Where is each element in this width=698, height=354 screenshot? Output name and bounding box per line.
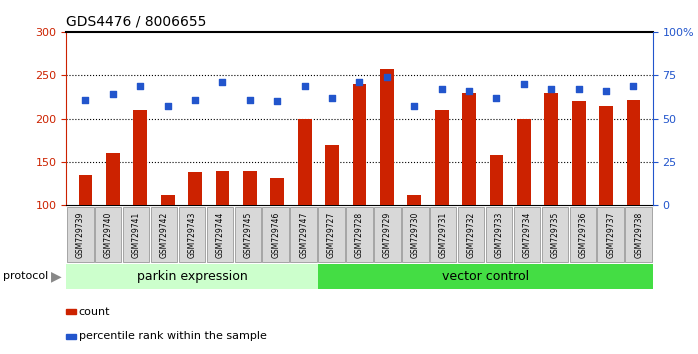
Text: GSM729738: GSM729738 <box>634 211 643 258</box>
Point <box>107 91 119 97</box>
Point <box>244 97 255 102</box>
Point <box>600 88 611 94</box>
Point <box>573 86 584 92</box>
Text: GSM729742: GSM729742 <box>160 211 168 258</box>
Point <box>354 79 365 85</box>
Text: GSM729745: GSM729745 <box>244 211 252 258</box>
Point <box>463 88 475 94</box>
Bar <box>133 110 147 205</box>
Text: parkin expression: parkin expression <box>137 270 247 282</box>
Bar <box>572 101 586 205</box>
Bar <box>106 153 120 205</box>
Bar <box>462 93 476 205</box>
Text: count: count <box>79 307 110 316</box>
Text: GSM729730: GSM729730 <box>411 211 419 258</box>
Point <box>327 95 338 101</box>
Text: GSM729731: GSM729731 <box>439 211 447 258</box>
Text: GSM729734: GSM729734 <box>523 211 531 258</box>
Point <box>299 83 310 88</box>
Bar <box>517 119 530 205</box>
Bar <box>544 93 558 205</box>
Bar <box>599 105 613 205</box>
Bar <box>489 155 503 205</box>
Text: GSM729737: GSM729737 <box>607 211 615 258</box>
Point <box>135 83 146 88</box>
Text: vector control: vector control <box>442 270 528 282</box>
Text: GSM729736: GSM729736 <box>579 211 587 258</box>
Bar <box>408 195 421 205</box>
Point <box>162 104 173 109</box>
Text: GSM729740: GSM729740 <box>104 211 112 258</box>
Point <box>436 86 447 92</box>
Point <box>381 74 392 80</box>
Text: GSM729746: GSM729746 <box>272 211 280 258</box>
Text: GSM729743: GSM729743 <box>188 211 196 258</box>
Point <box>409 104 420 109</box>
Text: GSM729728: GSM729728 <box>355 211 364 258</box>
Text: GDS4476 / 8006655: GDS4476 / 8006655 <box>66 14 207 28</box>
Text: GSM729733: GSM729733 <box>495 211 503 258</box>
Point <box>519 81 530 87</box>
Text: GSM729729: GSM729729 <box>383 211 392 258</box>
Text: GSM729727: GSM729727 <box>327 211 336 258</box>
Bar <box>435 110 449 205</box>
Text: GSM729732: GSM729732 <box>467 211 475 258</box>
Text: GSM729735: GSM729735 <box>551 211 559 258</box>
Bar <box>216 171 230 205</box>
Bar <box>188 172 202 205</box>
Bar <box>325 144 339 205</box>
Point <box>80 97 91 102</box>
Text: percentile rank within the sample: percentile rank within the sample <box>79 331 267 341</box>
Text: GSM729739: GSM729739 <box>76 211 84 258</box>
Text: GSM729741: GSM729741 <box>132 211 140 258</box>
Bar <box>298 119 311 205</box>
Bar <box>243 171 257 205</box>
Point <box>217 79 228 85</box>
Bar <box>627 99 640 205</box>
Bar <box>380 69 394 205</box>
Bar <box>270 178 284 205</box>
Text: GSM729747: GSM729747 <box>299 211 308 258</box>
Point <box>491 95 502 101</box>
Point <box>272 98 283 104</box>
Point <box>546 86 557 92</box>
Text: ▶: ▶ <box>50 269 61 283</box>
Bar <box>79 175 92 205</box>
Text: GSM729744: GSM729744 <box>216 211 224 258</box>
Bar <box>161 195 174 205</box>
Point <box>189 97 200 102</box>
Text: protocol: protocol <box>3 271 49 281</box>
Point <box>628 83 639 88</box>
Bar <box>352 84 366 205</box>
